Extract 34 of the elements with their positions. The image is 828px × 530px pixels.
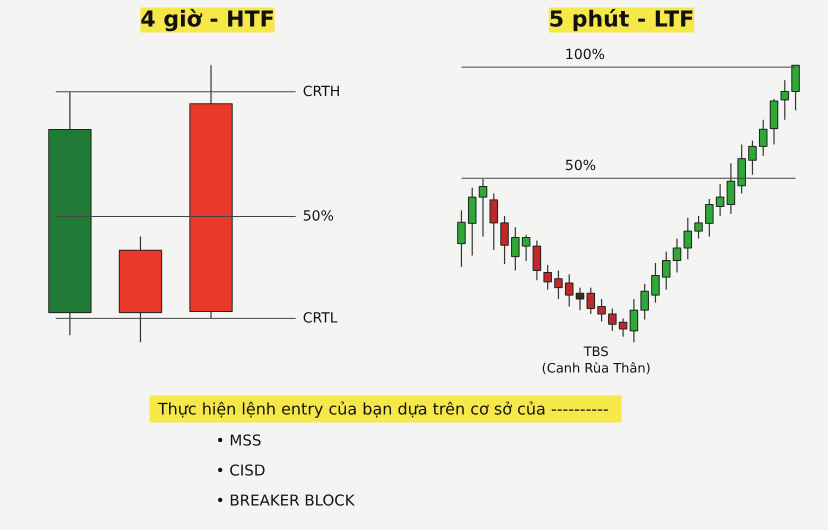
candlestick	[608, 308, 617, 332]
candlestick	[716, 183, 724, 217]
chart-title: 4 giờ - HTF	[140, 8, 275, 32]
candlestick	[490, 192, 498, 251]
candlestick	[457, 210, 466, 268]
candlestick	[737, 144, 746, 194]
candlestick	[118, 236, 162, 343]
candlestick	[726, 162, 736, 215]
candlestick	[511, 226, 520, 272]
candlestick	[672, 238, 682, 274]
ref-line-label: CRTL	[302, 310, 338, 326]
candlestick	[684, 217, 692, 260]
candlestick	[630, 298, 638, 343]
candlestick	[586, 287, 596, 315]
text: TBS	[582, 345, 609, 360]
chart-title: 5 phút - LTF	[548, 8, 694, 32]
candlestick	[468, 187, 476, 256]
candlestick	[758, 119, 768, 156]
annotation: 50%	[564, 158, 596, 174]
text: • CISD	[216, 462, 266, 480]
candlestick	[564, 274, 574, 308]
candlestick	[662, 251, 670, 290]
text: 50%	[302, 208, 334, 224]
text: • MSS	[216, 432, 262, 450]
annotation: 100%	[564, 46, 605, 63]
text: Thực hiện lệnh entry của bạn dựa trên cơ sở của ----------	[156, 400, 609, 418]
candlestick	[780, 80, 790, 120]
candlestick	[48, 91, 92, 336]
candlestick	[705, 198, 714, 238]
text: • BREAKER BLOCK	[216, 492, 356, 510]
ref-line-label: CRTH	[302, 84, 340, 100]
candlestick	[543, 264, 552, 290]
text: (Canh Rùa Thân)	[542, 362, 651, 377]
candlestick	[640, 283, 649, 320]
